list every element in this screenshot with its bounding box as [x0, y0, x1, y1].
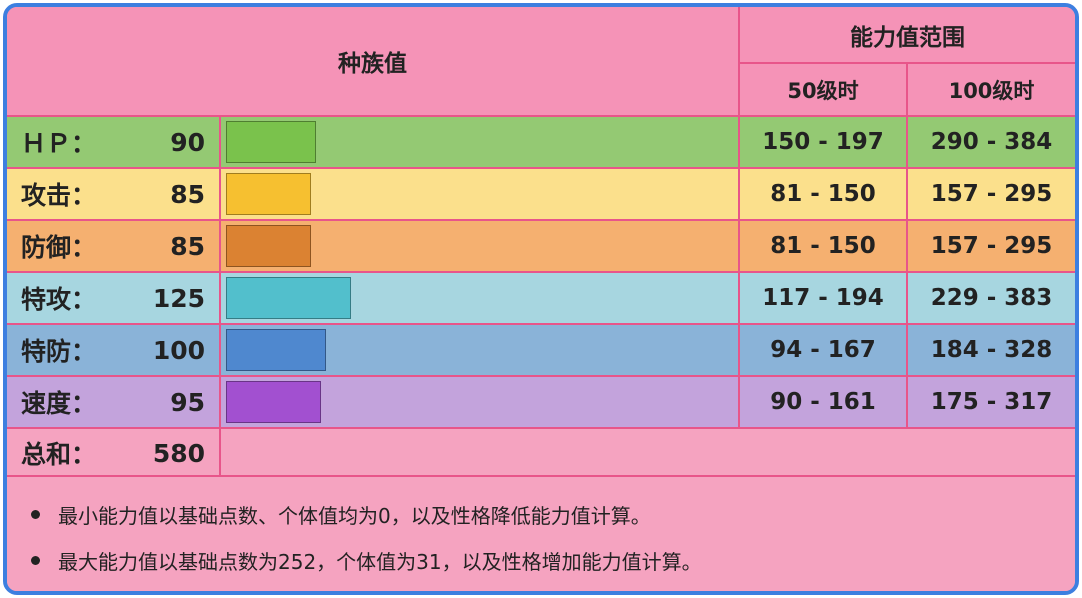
stat-bar-cell: [221, 377, 738, 427]
grid-line: [7, 167, 1075, 169]
stat-label: 防御：: [21, 233, 97, 262]
stat-label-cell: 特攻： 125: [7, 273, 219, 323]
bullet-icon: [31, 510, 40, 519]
range-lv100: 229 - 383: [930, 285, 1053, 311]
note-min: 最小能力值以基础点数、个体值均为0，以及性格降低能力值计算。: [31, 500, 651, 529]
range-lv100-cell: 157 - 295: [908, 221, 1075, 271]
grid-line: [738, 7, 740, 429]
total-label: 总和：: [21, 440, 97, 469]
stat-range-header-text: 能力值范围: [850, 24, 965, 51]
lv50-header: 50级时: [740, 64, 906, 115]
stat-bar: [226, 173, 311, 215]
grid-line: [7, 323, 1075, 325]
range-lv100-cell: 290 - 384: [908, 117, 1075, 167]
range-lv50-cell: 117 - 194: [740, 273, 906, 323]
range-lv50-cell: 150 - 197: [740, 117, 906, 167]
stat-bar: [226, 329, 326, 371]
stat-bar: [226, 225, 311, 267]
total-label-cell: 总和： 580: [7, 429, 219, 477]
stat-label-cell: 攻击： 85: [7, 169, 219, 219]
grid-line: [7, 427, 1075, 429]
range-lv50: 90 - 161: [770, 389, 876, 415]
grid-line: [7, 375, 1075, 377]
total-value: 580: [152, 438, 205, 468]
range-lv50: 150 - 197: [762, 129, 884, 155]
total-empty-cell: [221, 429, 1075, 477]
grid-line: [7, 475, 1075, 477]
lv50-header-text: 50级时: [787, 78, 859, 103]
stat-label-cell: 特防： 100: [7, 325, 219, 375]
note-max: 最大能力值以基础点数为252，个体值为31，以及性格增加能力值计算。: [31, 546, 702, 575]
range-lv50: 81 - 150: [770, 233, 876, 259]
stat-label: 速度：: [21, 389, 97, 418]
base-stats-header: 种族值: [7, 7, 738, 115]
stat-bar-cell: [221, 117, 738, 167]
lv100-header-text: 100级时: [948, 78, 1035, 103]
grid-line: [219, 115, 221, 477]
base-stats-table: 种族值 能力值范围 50级时 100级时 ＨＰ： 90 150 - 197 290 -…: [3, 3, 1079, 595]
range-lv50: 94 - 167: [770, 337, 876, 363]
range-lv100-cell: 229 - 383: [908, 273, 1075, 323]
stat-bar: [226, 381, 321, 423]
range-lv50: 81 - 150: [770, 181, 876, 207]
notes-section: 最小能力值以基础点数、个体值均为0，以及性格降低能力值计算。 最大能力值以基础点…: [7, 476, 1075, 591]
stat-range-header: 能力值范围: [740, 7, 1075, 62]
lv100-header: 100级时: [908, 64, 1075, 115]
stat-bar: [226, 277, 351, 319]
grid-line: [7, 115, 1075, 117]
stat-value: 85: [170, 179, 205, 209]
grid-line: [7, 271, 1075, 273]
stat-value: 100: [152, 335, 205, 365]
range-lv100: 175 - 317: [930, 389, 1053, 415]
stat-value: 95: [170, 387, 205, 417]
stat-bar-cell: [221, 169, 738, 219]
note-max-text: 最大能力值以基础点数为252，个体值为31，以及性格增加能力值计算。: [58, 550, 702, 574]
range-lv100: 157 - 295: [930, 233, 1053, 259]
stat-bar: [226, 121, 316, 163]
stat-value: 90: [170, 127, 205, 157]
base-stats-header-text: 种族值: [338, 51, 407, 77]
range-lv100-cell: 175 - 317: [908, 377, 1075, 427]
range-lv100: 184 - 328: [930, 337, 1053, 363]
range-lv50: 117 - 194: [762, 285, 884, 311]
grid-line: [906, 62, 908, 429]
stat-value: 125: [152, 283, 205, 313]
stat-label: 特防：: [21, 337, 97, 366]
stat-bar-cell: [221, 273, 738, 323]
stat-bar-cell: [221, 221, 738, 271]
range-lv50-cell: 94 - 167: [740, 325, 906, 375]
stat-value: 85: [170, 231, 205, 261]
stat-bar-cell: [221, 325, 738, 375]
range-lv100-cell: 157 - 295: [908, 169, 1075, 219]
range-lv50-cell: 81 - 150: [740, 221, 906, 271]
stat-label: ＨＰ：: [21, 129, 97, 158]
stat-label-cell: ＨＰ： 90: [7, 117, 219, 167]
range-lv100: 157 - 295: [930, 181, 1053, 207]
range-lv50-cell: 81 - 150: [740, 169, 906, 219]
stat-label-cell: 速度： 95: [7, 377, 219, 427]
range-lv50-cell: 90 - 161: [740, 377, 906, 427]
stat-label: 攻击：: [21, 181, 97, 210]
grid-line: [7, 219, 1075, 221]
note-min-text: 最小能力值以基础点数、个体值均为0，以及性格降低能力值计算。: [58, 504, 651, 528]
stat-label-cell: 防御： 85: [7, 221, 219, 271]
stat-label: 特攻：: [21, 285, 97, 314]
range-lv100: 290 - 384: [930, 129, 1053, 155]
range-lv100-cell: 184 - 328: [908, 325, 1075, 375]
bullet-icon: [31, 556, 40, 565]
grid-line: [740, 62, 1075, 64]
